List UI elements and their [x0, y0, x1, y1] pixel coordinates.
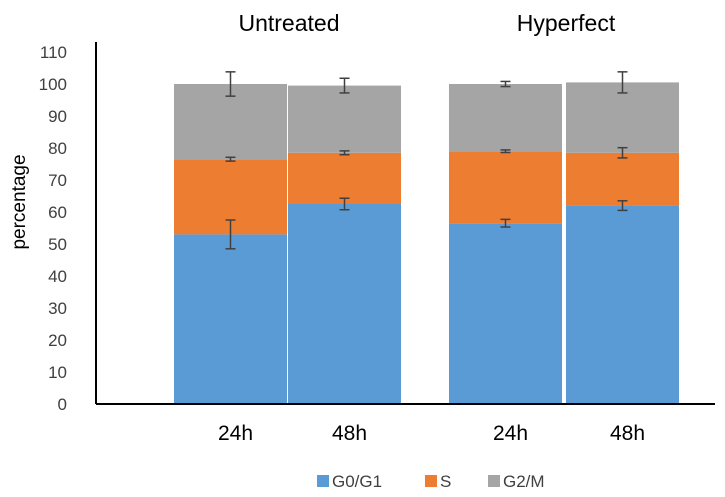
error-bars	[225, 71, 628, 250]
y-axis-label: percentage	[9, 154, 30, 249]
bar-segment	[566, 152, 679, 206]
bars	[174, 82, 679, 404]
bar-segment	[449, 84, 562, 152]
y-axis-ticks: 0 10 20 30 40 50 60 70 80 90 100 110	[39, 43, 67, 414]
y-tick-label: 70	[48, 171, 67, 190]
group-label: Untreated	[238, 10, 339, 36]
y-tick-label: 20	[48, 331, 67, 350]
bar-segment	[449, 223, 562, 404]
y-tick-label: 110	[40, 43, 67, 62]
y-tick-label: 10	[48, 363, 67, 382]
y-tick-label: 60	[48, 203, 67, 222]
bar-segment	[566, 205, 679, 404]
group-label: Hyperfect	[517, 10, 616, 36]
x-category-label: 48h	[610, 422, 645, 445]
x-category-label: 48h	[332, 422, 367, 445]
legend-swatch	[425, 475, 437, 487]
y-tick-label: 100	[39, 75, 67, 94]
legend-swatch	[488, 475, 500, 487]
bar-segment	[566, 82, 679, 153]
bar-segment	[288, 85, 401, 153]
legend-label: G2/M	[503, 472, 545, 491]
legend-swatch	[317, 475, 329, 487]
bar-segment	[288, 152, 401, 204]
x-category-label: 24h	[218, 422, 253, 445]
y-tick-label: 90	[48, 107, 67, 126]
legend-label: G0/G1	[332, 472, 382, 491]
y-tick-label: 40	[48, 267, 67, 286]
y-tick-label: 30	[48, 299, 67, 318]
y-tick-label: 0	[58, 395, 67, 414]
y-tick-label: 50	[48, 235, 67, 254]
bar-segment	[288, 204, 401, 404]
group-labels: Untreated Hyperfect	[238, 10, 615, 36]
legend-label: S	[440, 472, 451, 491]
y-tick-label: 80	[48, 139, 67, 158]
legend: G0/G1 S G2/M	[317, 472, 545, 491]
bar-segment	[449, 151, 562, 224]
x-category-label: 24h	[493, 422, 528, 445]
bar-segment	[174, 234, 287, 404]
x-axis-categories: 24h 48h 24h 48h	[218, 422, 645, 445]
